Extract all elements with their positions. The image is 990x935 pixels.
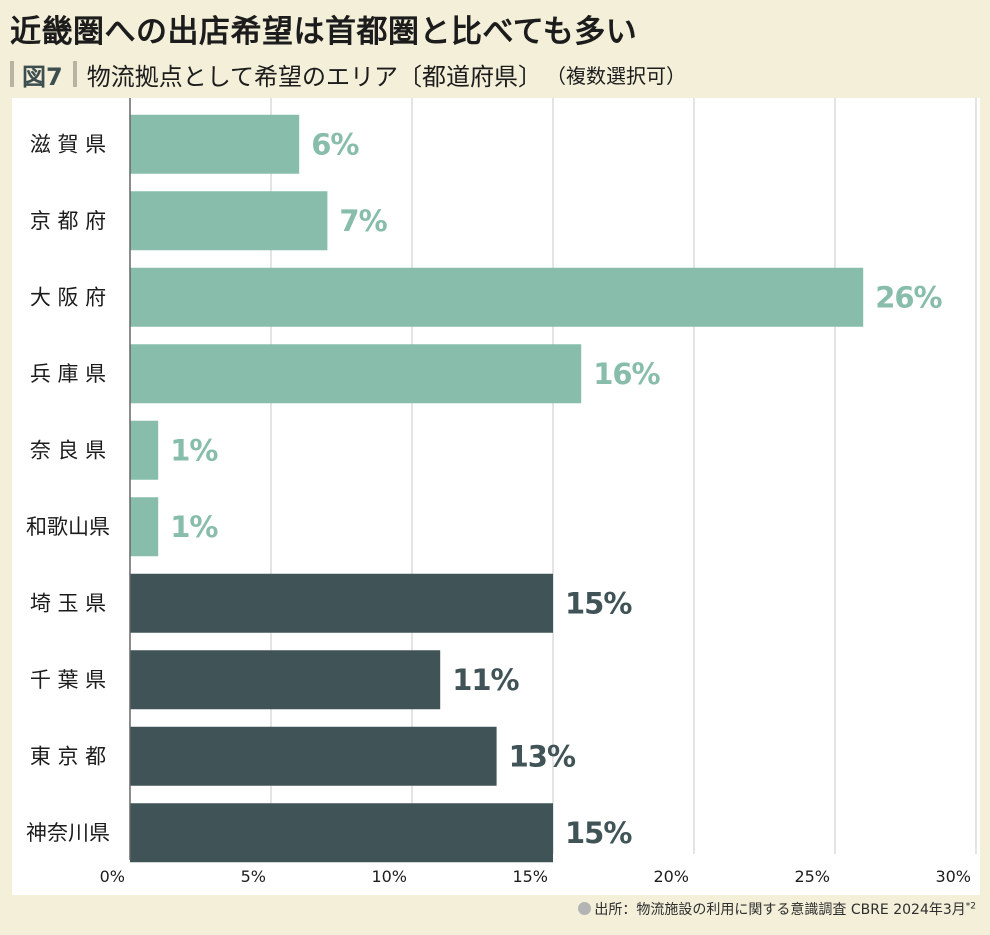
bar — [130, 191, 328, 251]
x-tick-label: 20% — [653, 867, 689, 886]
category-label: 大 阪 府 — [30, 285, 106, 309]
category-label: 和歌山県 — [26, 515, 110, 539]
plot-area: 滋 賀 県 6% 京 都 府 7% 大 阪 府 26% 兵 庫 県 16% 奈 良 県 1% 和歌山… — [12, 98, 980, 895]
bar — [130, 803, 553, 863]
bar — [130, 267, 864, 327]
x-tick-label: 30% — [935, 867, 971, 886]
subtitle-note: （複数選択可） — [545, 63, 686, 88]
bar — [130, 726, 497, 786]
data-label: 11% — [452, 663, 519, 697]
category-label: 神奈川県 — [26, 821, 110, 845]
data-label: 7% — [339, 204, 387, 238]
separator-bar — [72, 61, 77, 87]
data-label: 1% — [170, 433, 218, 467]
bullet-dot — [578, 902, 592, 915]
x-tick-label: 5% — [241, 867, 266, 886]
bar — [130, 650, 441, 710]
bar — [130, 420, 159, 480]
chart-title: 近畿圏への出店希望は首都圏と比べても多い — [10, 14, 638, 50]
data-label: 26% — [875, 280, 942, 314]
bar — [130, 497, 159, 557]
data-label: 15% — [565, 816, 632, 850]
bar — [130, 344, 582, 404]
category-label: 滋 賀 県 — [30, 132, 106, 156]
x-tick-label: 10% — [371, 867, 407, 886]
source-note: 出所：物流施設の利用に関する意識調査 CBRE 2024年3月*2 — [578, 899, 976, 919]
source-text: 出所：物流施設の利用に関する意識調査 CBRE 2024年3月 — [594, 902, 966, 918]
data-label: 6% — [311, 127, 359, 161]
separator-bar — [10, 61, 14, 87]
data-label: 15% — [565, 586, 632, 620]
chart-subtitle: 物流拠点として希望のエリア〔都道府県〕 — [86, 62, 542, 91]
subtitle-row: 図7 物流拠点として希望のエリア〔都道府県〕 （複数選択可） — [10, 56, 686, 92]
bar-chart: 滋 賀 県 6% 京 都 府 7% 大 阪 府 26% 兵 庫 県 16% 奈 良 県 1% 和歌山… — [26, 98, 977, 886]
category-label: 奈 良 県 — [30, 438, 106, 462]
bar — [130, 573, 553, 633]
category-label: 東 京 都 — [30, 744, 106, 768]
category-label: 京 都 府 — [30, 209, 106, 233]
data-label: 16% — [593, 357, 660, 391]
category-label: 兵 庫 県 — [30, 362, 106, 386]
category-label: 埼 玉 県 — [30, 591, 106, 615]
source-footnote-mark: *2 — [965, 901, 976, 912]
x-tick-label: 0% — [100, 867, 125, 886]
bar — [130, 114, 300, 174]
x-tick-label: 15% — [512, 867, 548, 886]
category-label: 千 葉 県 — [30, 668, 106, 692]
data-label: 1% — [170, 510, 218, 544]
x-tick-label: 25% — [794, 867, 830, 886]
figure-label: 図7 — [22, 62, 63, 91]
data-label: 13% — [509, 739, 576, 773]
